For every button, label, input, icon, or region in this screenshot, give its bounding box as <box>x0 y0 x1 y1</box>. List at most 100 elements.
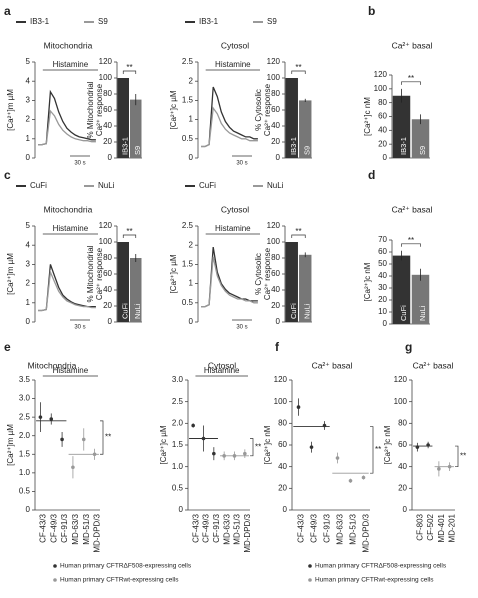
y-tick-label: 120 <box>394 375 408 384</box>
significance: ** <box>375 445 381 454</box>
y-tick-label: 100 <box>374 84 388 93</box>
x-tick-label: MD-63/3 <box>71 513 80 544</box>
y-tick-label: 0 <box>403 505 408 514</box>
scale-bar-label: 30 s <box>236 325 247 331</box>
x-tick-label: CF-43/3 <box>297 513 306 542</box>
chart-title: Ca²⁺ basal <box>392 40 433 50</box>
y-tick-label: 0 <box>26 317 31 326</box>
significance: ** <box>408 236 414 245</box>
y-tick-label: 2 <box>26 279 31 288</box>
y-tick-label: 60 <box>103 269 112 278</box>
y-tick-label: 120 <box>99 221 113 230</box>
panel-letter: g <box>405 340 412 354</box>
legend-label: Human primary CFTRΔF508-expressing cells <box>60 563 192 570</box>
y-tick-label: 1.0 <box>172 462 184 471</box>
histamine-label: Histamine <box>215 60 251 69</box>
chart-title: Ca²⁺ basal <box>413 360 454 370</box>
trace <box>38 269 96 312</box>
panel-letter: d <box>368 168 375 182</box>
significance: ** <box>126 63 132 72</box>
y-tick-label: 60 <box>278 440 287 449</box>
y-tick-label: 2 <box>189 76 194 85</box>
significance: ** <box>295 227 301 236</box>
chart-title: Mitochondria <box>28 360 77 370</box>
y-tick-label: 60 <box>271 269 280 278</box>
y-tick-label: 1 <box>26 134 31 143</box>
bar-label: CuFi <box>399 305 408 321</box>
legend-marker <box>53 578 57 582</box>
y-tick-label: 80 <box>278 418 287 427</box>
scale-bar-label: 30 s <box>74 161 85 167</box>
y-tick-label: 0 <box>276 317 281 326</box>
y-tick-label: 100 <box>267 73 281 82</box>
y-tick-label: 0 <box>189 317 194 326</box>
x-tick-label: CF-49/3 <box>310 513 319 542</box>
significance-bracket <box>455 445 459 468</box>
significance-bracket <box>401 81 421 85</box>
y-axis-label: [Ca²⁺]m µM <box>6 253 15 295</box>
bar-label: NuLi <box>303 303 312 319</box>
y-tick-label: 2.0 <box>172 418 184 427</box>
y-axis-label: [Ca²⁺]m µM <box>6 424 15 466</box>
x-tick-label: CF-49/3 <box>202 513 211 542</box>
y-tick-label: 3 <box>26 96 31 105</box>
y-tick-label: 20 <box>278 483 287 492</box>
y-axis-label: [Ca²⁺]c µM <box>159 425 168 464</box>
y-tick-label: 1.5 <box>182 96 194 105</box>
chart-title: Cytosol <box>221 204 249 214</box>
y-tick-label: 40 <box>378 125 387 134</box>
y-tick-label: 20 <box>271 137 280 146</box>
chart-title: Ca²⁺ basal <box>392 204 433 214</box>
y-tick-label: 60 <box>398 440 407 449</box>
significance: ** <box>408 74 414 83</box>
y-tick-label: 120 <box>267 57 281 66</box>
scale-bar-label: 30 s <box>74 325 85 331</box>
y-tick-label: 40 <box>278 462 287 471</box>
bar <box>117 242 129 322</box>
trace <box>201 256 258 308</box>
bar <box>299 254 312 322</box>
bar <box>411 274 430 324</box>
legend-label: Human primary CFTRwt-expressing cells <box>315 577 434 584</box>
bar <box>117 78 129 158</box>
y-axis-label: % Cytosolic <box>254 89 263 131</box>
trace <box>38 109 96 146</box>
y-tick-label: 1.0 <box>19 468 31 477</box>
x-tick-label: MD-51/3 <box>233 513 242 544</box>
significance-bracket <box>122 70 137 74</box>
bar-label: S9 <box>133 146 142 155</box>
panel-letter: f <box>275 340 280 354</box>
y-tick-label: 1 <box>189 115 194 124</box>
significance-bracket <box>291 70 306 74</box>
y-tick-label: 5 <box>26 221 31 230</box>
y-tick-label: 120 <box>99 57 113 66</box>
y-tick-label: 40 <box>271 121 280 130</box>
significance-bracket <box>250 438 254 457</box>
x-tick-label: MD-51/3 <box>82 513 91 544</box>
y-axis-label: [Ca²⁺]c µM <box>169 90 178 129</box>
histamine-label: Histamine <box>53 60 89 69</box>
y-tick-label: 100 <box>394 397 408 406</box>
panel-letter: e <box>4 340 11 354</box>
legend-label: CuFi <box>30 181 47 190</box>
data-point <box>437 467 441 471</box>
y-axis-label: % Cytosolic <box>254 253 263 295</box>
x-tick-label: CF-502 <box>426 513 435 540</box>
significance: ** <box>126 227 132 236</box>
y-tick-label: 0 <box>383 153 388 162</box>
y-tick-label: 4 <box>26 240 31 249</box>
y-tick-label: 100 <box>267 237 281 246</box>
chart-title: Cytosol <box>221 40 249 50</box>
y-tick-label: 0.5 <box>182 134 194 143</box>
x-tick-label: MD-63/3 <box>336 513 345 544</box>
y-axis-label: [Ca²⁺]m µM <box>6 89 15 131</box>
y-tick-label: 1.5 <box>172 440 184 449</box>
bar-label: S9 <box>418 146 427 155</box>
legend-label: S9 <box>267 17 277 26</box>
y-tick-label: 20 <box>378 295 387 304</box>
y-tick-label: 80 <box>271 253 280 262</box>
y-tick-label: 2.5 <box>182 221 194 230</box>
legend-marker <box>308 578 312 582</box>
trace <box>201 86 258 148</box>
legend-label: IB3-1 <box>199 17 219 26</box>
